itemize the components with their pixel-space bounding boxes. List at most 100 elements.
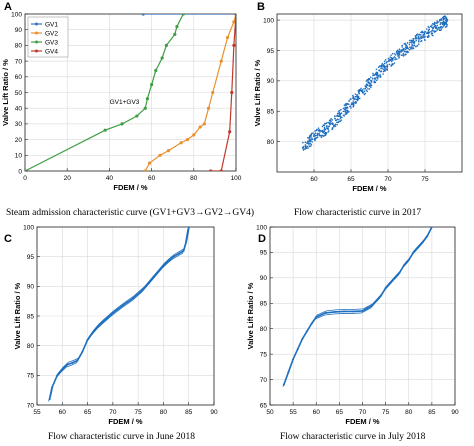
data-point <box>417 246 419 249</box>
series-line <box>282 228 432 387</box>
data-point <box>400 51 402 53</box>
y-tick-label: 30 <box>15 121 23 128</box>
data-point <box>326 125 328 127</box>
data-point <box>328 119 331 122</box>
data-point <box>347 103 350 105</box>
data-point <box>383 62 386 65</box>
data-point <box>147 282 150 285</box>
data-point <box>412 41 415 44</box>
data-point <box>301 146 304 149</box>
data-point <box>381 67 383 69</box>
data-point <box>385 68 387 70</box>
data-point <box>443 15 446 17</box>
data-point-gv2 <box>202 122 206 126</box>
data-point <box>308 142 310 145</box>
y-tick-label: 95 <box>260 250 268 257</box>
data-point <box>331 122 334 125</box>
y-tick-label: 75 <box>260 351 268 358</box>
data-point <box>389 56 392 58</box>
data-point <box>121 304 124 307</box>
data-point <box>405 50 407 53</box>
data-point <box>365 84 368 86</box>
data-point <box>433 23 436 26</box>
data-point <box>344 113 347 115</box>
data-point-gv4 <box>232 43 236 48</box>
data-point <box>310 143 313 146</box>
data-point <box>354 95 357 98</box>
data-point <box>418 43 420 45</box>
data-point <box>329 123 331 125</box>
data-point <box>338 109 341 112</box>
data-point <box>342 107 345 110</box>
data-point <box>352 96 354 98</box>
data-point <box>409 41 411 44</box>
data-point <box>187 227 190 228</box>
x-tick-label: 40 <box>106 175 114 182</box>
data-point <box>354 100 357 103</box>
x-tick-label: 0 <box>23 175 27 182</box>
data-point <box>321 130 324 133</box>
data-point <box>321 125 324 128</box>
data-point <box>379 76 382 78</box>
y-tick-label: 80 <box>267 139 275 146</box>
data-point <box>352 94 354 97</box>
data-point <box>348 99 350 102</box>
data-point <box>296 348 299 351</box>
data-point <box>415 37 418 40</box>
data-point <box>111 312 114 315</box>
data-point <box>182 249 185 252</box>
y-tick-label: 80 <box>260 326 268 333</box>
data-point <box>402 54 404 56</box>
data-point-gv4 <box>230 90 234 95</box>
data-point <box>350 107 352 109</box>
data-point <box>411 45 413 47</box>
data-point <box>437 26 440 29</box>
x-tick-label: 70 <box>384 176 392 183</box>
data-point-gv3 <box>154 68 158 73</box>
panel-letter: D <box>258 233 266 245</box>
annotation-label: GV1+GV3 <box>110 99 140 106</box>
data-point <box>342 114 345 117</box>
data-point-gv3 <box>135 114 139 118</box>
data-point <box>346 106 349 109</box>
data-point <box>416 44 419 47</box>
data-point <box>306 141 309 143</box>
y-tick-label: 80 <box>15 43 23 50</box>
data-point <box>395 51 398 54</box>
data-point <box>282 383 285 386</box>
data-point <box>366 90 368 93</box>
data-point <box>352 105 354 108</box>
data-point <box>309 134 312 137</box>
y-tick-label: 100 <box>256 224 267 231</box>
data-point <box>407 259 410 262</box>
data-point <box>434 30 437 33</box>
x-tick-label: 75 <box>421 176 429 183</box>
plot-area <box>282 227 433 387</box>
data-point <box>363 88 365 90</box>
y-tick-label: 95 <box>267 48 275 55</box>
data-point <box>292 358 295 361</box>
data-point <box>368 82 371 85</box>
data-point <box>368 78 371 81</box>
data-point <box>435 26 438 29</box>
data-point <box>372 74 374 77</box>
data-point <box>356 95 359 98</box>
data-point <box>142 288 145 291</box>
data-point <box>413 44 416 47</box>
data-point <box>358 97 361 100</box>
data-point <box>343 310 345 313</box>
data-point <box>370 86 372 89</box>
data-point <box>386 65 388 68</box>
data-point <box>398 52 401 55</box>
data-point <box>333 115 336 117</box>
data-point <box>373 74 375 77</box>
data-point <box>414 37 416 40</box>
legend-label-gv3: GV3 <box>45 39 58 46</box>
data-point <box>364 92 367 95</box>
data-point <box>334 125 337 128</box>
data-point <box>306 145 309 148</box>
data-point <box>370 79 373 82</box>
data-point <box>319 131 321 133</box>
data-point <box>440 28 443 30</box>
data-point <box>384 70 386 72</box>
